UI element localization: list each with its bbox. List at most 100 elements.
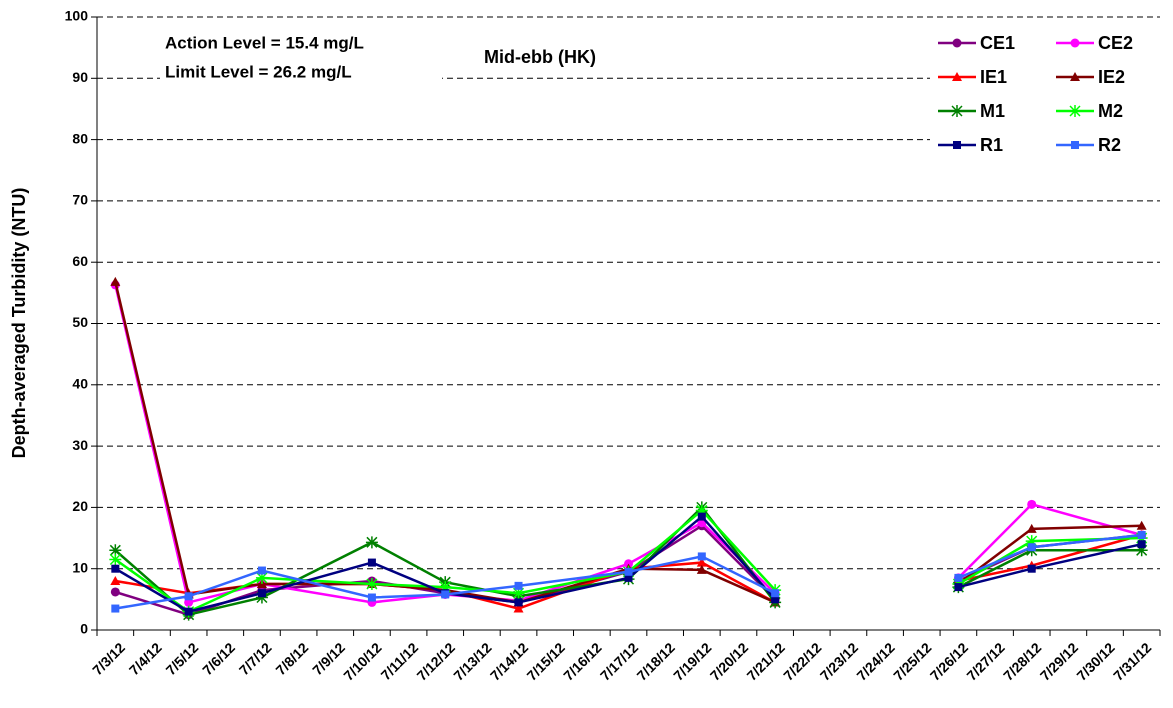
y-tick-label: 60 [72, 253, 88, 269]
y-tick-label: 100 [65, 8, 89, 24]
x-tick-label: 7/10/12 [340, 639, 384, 683]
marker [697, 512, 706, 521]
marker [624, 573, 633, 582]
x-tick-label: 7/7/12 [236, 639, 275, 678]
marker [696, 557, 707, 567]
marker [365, 578, 378, 591]
legend-label: CE2 [1098, 33, 1133, 53]
marker [184, 592, 193, 601]
legend-label: M2 [1098, 101, 1123, 121]
x-tick-label: 7/31/12 [1110, 639, 1154, 683]
marker [1027, 564, 1036, 573]
x-tick-label: 7/8/12 [272, 639, 311, 678]
marker [111, 604, 120, 613]
marker [367, 593, 376, 602]
y-tick-label: 80 [72, 130, 88, 146]
x-tick-label: 7/26/12 [927, 639, 971, 683]
marker [110, 276, 121, 286]
marker [695, 504, 708, 517]
x-tick-label: 7/20/12 [707, 639, 751, 683]
x-tick-label: 7/19/12 [670, 639, 714, 683]
marker [624, 567, 633, 576]
y-tick-label: 10 [72, 559, 88, 575]
legend-label: M1 [980, 101, 1005, 121]
x-tick-label: 7/25/12 [890, 639, 934, 683]
legend-label: R2 [1098, 135, 1121, 155]
marker [513, 603, 524, 613]
legend-label: IE1 [980, 67, 1007, 87]
legend-label: IE2 [1098, 67, 1125, 87]
marker [697, 552, 706, 561]
x-tick-label: 7/18/12 [634, 639, 678, 683]
marker [367, 558, 376, 567]
y-tick-label: 30 [72, 437, 88, 453]
x-tick-label: 7/17/12 [597, 639, 641, 683]
x-tick-label: 7/11/12 [378, 639, 422, 683]
x-tick-label: 7/23/12 [817, 639, 861, 683]
marker [514, 598, 523, 607]
y-tick-label: 50 [72, 314, 88, 330]
marker [1070, 72, 1080, 81]
marker [696, 564, 707, 574]
x-tick-label: 7/21/12 [744, 639, 788, 683]
marker [1025, 535, 1038, 548]
marker [954, 573, 963, 582]
marker [1026, 523, 1037, 533]
x-tick-label: 7/13/12 [450, 639, 494, 683]
marker [1137, 540, 1146, 549]
y-tick-label: 0 [80, 621, 88, 637]
marker [1135, 544, 1148, 557]
marker [110, 575, 121, 585]
x-tick-label: 7/30/12 [1073, 639, 1117, 683]
x-tick-label: 7/16/12 [560, 639, 604, 683]
legend-box [930, 28, 1162, 165]
chart-title: Mid-ebb (HK) [484, 47, 596, 67]
annotation: Action Level = 15.4 mg/L [165, 33, 364, 52]
x-tick-label: 7/12/12 [414, 639, 458, 683]
x-tick-label: 7/4/12 [126, 639, 165, 678]
marker [512, 587, 525, 600]
marker [255, 591, 268, 604]
marker [1027, 543, 1036, 552]
x-tick-label: 7/14/12 [487, 639, 531, 683]
x-tick-label: 7/24/12 [853, 639, 897, 683]
y-tick-label: 20 [72, 498, 88, 514]
legend-label: CE1 [980, 33, 1015, 53]
y-tick-label: 70 [72, 192, 88, 208]
marker [771, 589, 780, 598]
series-line [114, 281, 776, 604]
marker [365, 536, 378, 549]
marker [439, 581, 452, 594]
marker [1069, 105, 1081, 117]
marker [257, 589, 266, 598]
x-tick-label: 7/28/12 [1000, 639, 1044, 683]
marker [951, 105, 963, 117]
marker [514, 581, 523, 590]
legend-label: R1 [980, 135, 1003, 155]
x-tick-label: 7/29/12 [1037, 639, 1081, 683]
marker [184, 607, 193, 616]
marker [110, 587, 120, 597]
marker [111, 564, 120, 573]
x-tick-label: 7/22/12 [780, 639, 824, 683]
marker [1136, 520, 1147, 530]
marker [255, 571, 268, 584]
x-tick-label: 7/6/12 [199, 639, 238, 678]
series-line [114, 284, 776, 604]
y-tick-label: 90 [72, 69, 88, 85]
marker [954, 583, 963, 592]
marker [771, 595, 780, 604]
marker [109, 553, 122, 566]
marker [953, 141, 961, 149]
marker [1070, 38, 1080, 48]
marker [1027, 499, 1037, 509]
marker [109, 544, 122, 557]
x-tick-label: 7/27/12 [963, 639, 1007, 683]
marker [441, 590, 450, 599]
x-tick-label: 7/15/12 [524, 639, 568, 683]
annotation: Limit Level = 26.2 mg/L [165, 62, 352, 81]
x-tick-label: 7/3/12 [89, 639, 128, 678]
marker [952, 72, 962, 81]
